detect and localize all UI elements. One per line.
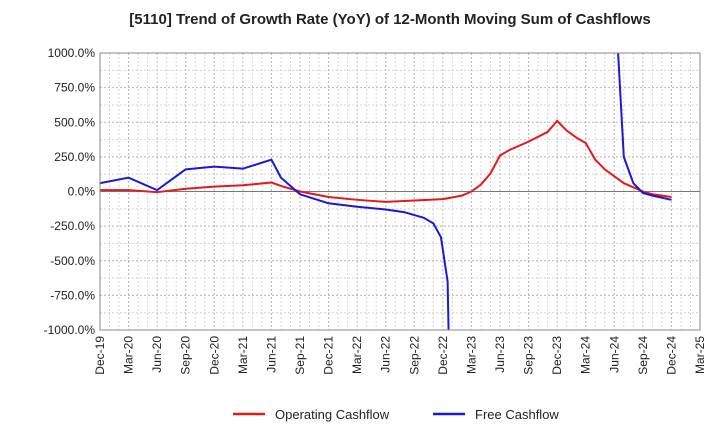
x-tick-label: Dec-21 [322, 336, 336, 375]
y-tick-label: -1000.0% [44, 323, 96, 337]
x-tick-label: Mar-25 [693, 336, 707, 374]
plot-frame [99, 52, 701, 331]
y-tick-label: -250.0% [50, 219, 95, 233]
x-tick-label: Jun-20 [150, 336, 164, 373]
series-line-operating-cashflow [100, 119, 672, 203]
y-tick-label: 750.0% [54, 81, 95, 95]
x-tick-label: Sep-20 [179, 336, 193, 375]
x-tick-label: Mar-23 [464, 336, 478, 374]
x-tick-label: Jun-21 [264, 336, 278, 373]
x-tick-label: Dec-19 [93, 336, 107, 375]
x-tick-label: Sep-21 [293, 336, 307, 375]
legend-label: Free Cashflow [475, 407, 559, 422]
x-tick-label: Sep-23 [522, 336, 536, 375]
series-layer [100, 53, 672, 330]
series-line-free-cashflow-continued [617, 53, 672, 201]
x-tick-label: Sep-24 [636, 336, 650, 375]
axes: 1000.0% 750.0% 500.0% 250.0% 0.0% -250.0% -500… [44, 46, 707, 375]
x-tick-label: Dec-24 [664, 336, 678, 375]
x-tick-label: Sep-22 [407, 336, 421, 375]
x-tick-label: Dec-22 [436, 336, 450, 375]
x-tick-label: Mar-24 [579, 336, 593, 374]
y-tick-label: 0.0% [68, 185, 96, 199]
x-tick-label: Mar-21 [236, 336, 250, 374]
x-tick-label: Jun-24 [607, 336, 621, 373]
y-tick-label: 1000.0% [48, 46, 96, 60]
x-tick-label: Mar-20 [122, 336, 136, 374]
y-tick-label: -750.0% [50, 288, 95, 302]
x-tick-label: Jun-22 [379, 336, 393, 373]
x-tick-label: Dec-23 [550, 336, 564, 375]
x-tick-label: Jun-23 [493, 336, 507, 373]
chart-title: [5110] Trend of Growth Rate (YoY) of 12-… [129, 11, 650, 28]
grid [100, 53, 700, 330]
legend-label: Operating Cashflow [275, 407, 390, 422]
x-tick-label: Dec-20 [207, 336, 221, 375]
series-line-free-cashflow [100, 158, 450, 330]
legend: Operating Cashflow Free Cashflow [233, 407, 559, 422]
y-tick-label: 500.0% [54, 115, 95, 129]
y-tick-label: -500.0% [50, 254, 95, 268]
y-tick-label: 250.0% [54, 150, 95, 164]
x-tick-label: Mar-22 [350, 336, 364, 374]
